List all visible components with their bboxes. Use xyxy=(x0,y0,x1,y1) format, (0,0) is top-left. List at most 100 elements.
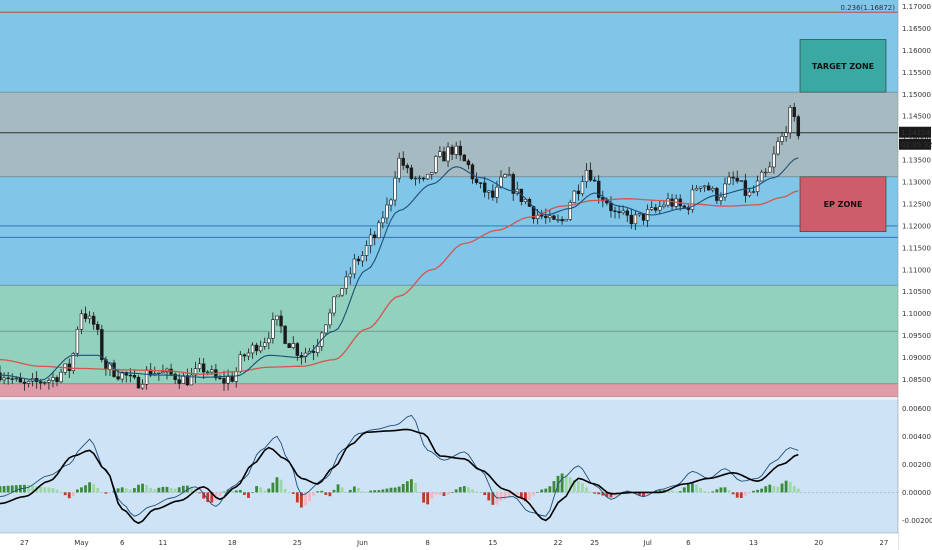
candle[interactable] xyxy=(792,102,796,122)
candle[interactable] xyxy=(116,368,120,381)
candle[interactable] xyxy=(584,163,589,188)
candle[interactable] xyxy=(51,371,55,388)
candle[interactable] xyxy=(576,184,581,201)
candle[interactable] xyxy=(478,182,483,189)
candle[interactable] xyxy=(698,186,703,193)
candle[interactable] xyxy=(507,166,511,176)
candle[interactable] xyxy=(702,185,707,192)
candle[interactable] xyxy=(629,208,634,229)
candle[interactable] xyxy=(352,253,357,279)
candle[interactable] xyxy=(796,114,801,140)
candle[interactable] xyxy=(776,137,780,156)
candle[interactable] xyxy=(311,344,316,361)
candle[interactable] xyxy=(136,375,141,389)
candle[interactable] xyxy=(670,194,674,211)
candle[interactable] xyxy=(707,182,711,191)
candle[interactable] xyxy=(10,373,14,384)
candle[interactable] xyxy=(83,306,88,323)
target-zone-box[interactable] xyxy=(799,39,887,93)
candle[interactable] xyxy=(747,187,752,198)
candle[interactable] xyxy=(727,171,731,185)
candle[interactable] xyxy=(59,368,63,384)
candle[interactable] xyxy=(588,162,593,182)
candle[interactable] xyxy=(364,240,369,262)
candle[interactable] xyxy=(613,206,617,219)
candle[interactable] xyxy=(263,337,267,350)
candle[interactable] xyxy=(344,270,348,295)
candle[interactable] xyxy=(649,201,654,212)
candle[interactable] xyxy=(438,146,442,158)
candle[interactable] xyxy=(381,211,385,229)
candle[interactable] xyxy=(442,146,446,162)
candle[interactable] xyxy=(193,361,198,383)
candle[interactable] xyxy=(637,213,642,217)
candle[interactable] xyxy=(409,164,414,181)
candle[interactable] xyxy=(2,372,6,385)
ep-zone-box[interactable] xyxy=(799,176,887,232)
candle[interactable] xyxy=(157,372,161,381)
candle[interactable] xyxy=(0,365,2,383)
candle[interactable] xyxy=(601,190,605,208)
candle[interactable] xyxy=(96,321,100,336)
candle[interactable] xyxy=(735,170,739,184)
candle[interactable] xyxy=(254,342,259,356)
candle[interactable] xyxy=(434,155,438,175)
candle[interactable] xyxy=(271,312,275,344)
candle[interactable] xyxy=(788,104,792,139)
candle[interactable] xyxy=(222,370,226,392)
candle[interactable] xyxy=(751,185,756,194)
candle[interactable] xyxy=(592,176,597,182)
candle[interactable] xyxy=(633,211,638,231)
candle[interactable] xyxy=(401,151,405,170)
candle[interactable] xyxy=(731,171,735,186)
candle[interactable] xyxy=(91,312,96,330)
candle[interactable] xyxy=(336,294,340,298)
candle[interactable] xyxy=(267,332,271,350)
candle[interactable] xyxy=(430,172,434,180)
candle[interactable] xyxy=(540,209,544,220)
candle[interactable] xyxy=(690,184,695,213)
candle[interactable] xyxy=(552,214,556,220)
candle[interactable] xyxy=(764,168,768,178)
candle[interactable] xyxy=(446,142,450,167)
candle[interactable] xyxy=(87,311,92,324)
candle[interactable] xyxy=(450,144,454,161)
candle[interactable] xyxy=(662,201,666,209)
candle[interactable] xyxy=(454,141,458,160)
candle[interactable] xyxy=(425,173,430,180)
candle[interactable] xyxy=(556,214,560,223)
candle[interactable] xyxy=(417,175,422,184)
candle[interactable] xyxy=(474,172,479,185)
candle[interactable] xyxy=(132,369,137,380)
candle[interactable] xyxy=(780,131,784,145)
candle[interactable] xyxy=(654,203,658,214)
candle[interactable] xyxy=(560,216,564,225)
candle[interactable] xyxy=(47,378,51,390)
candle[interactable] xyxy=(328,308,332,329)
candle[interactable] xyxy=(487,190,491,200)
candle[interactable] xyxy=(173,372,177,385)
candle[interactable] xyxy=(482,176,487,198)
time-axis[interactable]: 27 May 6 11 18 25 Jun 8 15 22 25 Jul 6 13 20 27 xyxy=(0,532,898,550)
candle[interactable] xyxy=(373,231,377,246)
candle[interactable] xyxy=(531,205,536,224)
candle[interactable] xyxy=(43,381,47,386)
candle[interactable] xyxy=(491,184,495,201)
candle[interactable] xyxy=(768,161,772,173)
candle[interactable] xyxy=(597,175,601,204)
candle[interactable] xyxy=(218,374,222,381)
candle[interactable] xyxy=(55,375,59,387)
candle[interactable] xyxy=(348,267,352,285)
candle[interactable] xyxy=(759,169,764,182)
candle[interactable] xyxy=(572,190,577,203)
candle[interactable] xyxy=(79,309,84,335)
candle[interactable] xyxy=(694,185,699,191)
candle[interactable] xyxy=(340,287,344,297)
candle[interactable] xyxy=(466,159,471,170)
candle[interactable] xyxy=(568,199,572,222)
candle[interactable] xyxy=(625,208,629,223)
candle[interactable] xyxy=(421,177,426,182)
candle[interactable] xyxy=(299,351,304,365)
candle[interactable] xyxy=(283,325,287,345)
